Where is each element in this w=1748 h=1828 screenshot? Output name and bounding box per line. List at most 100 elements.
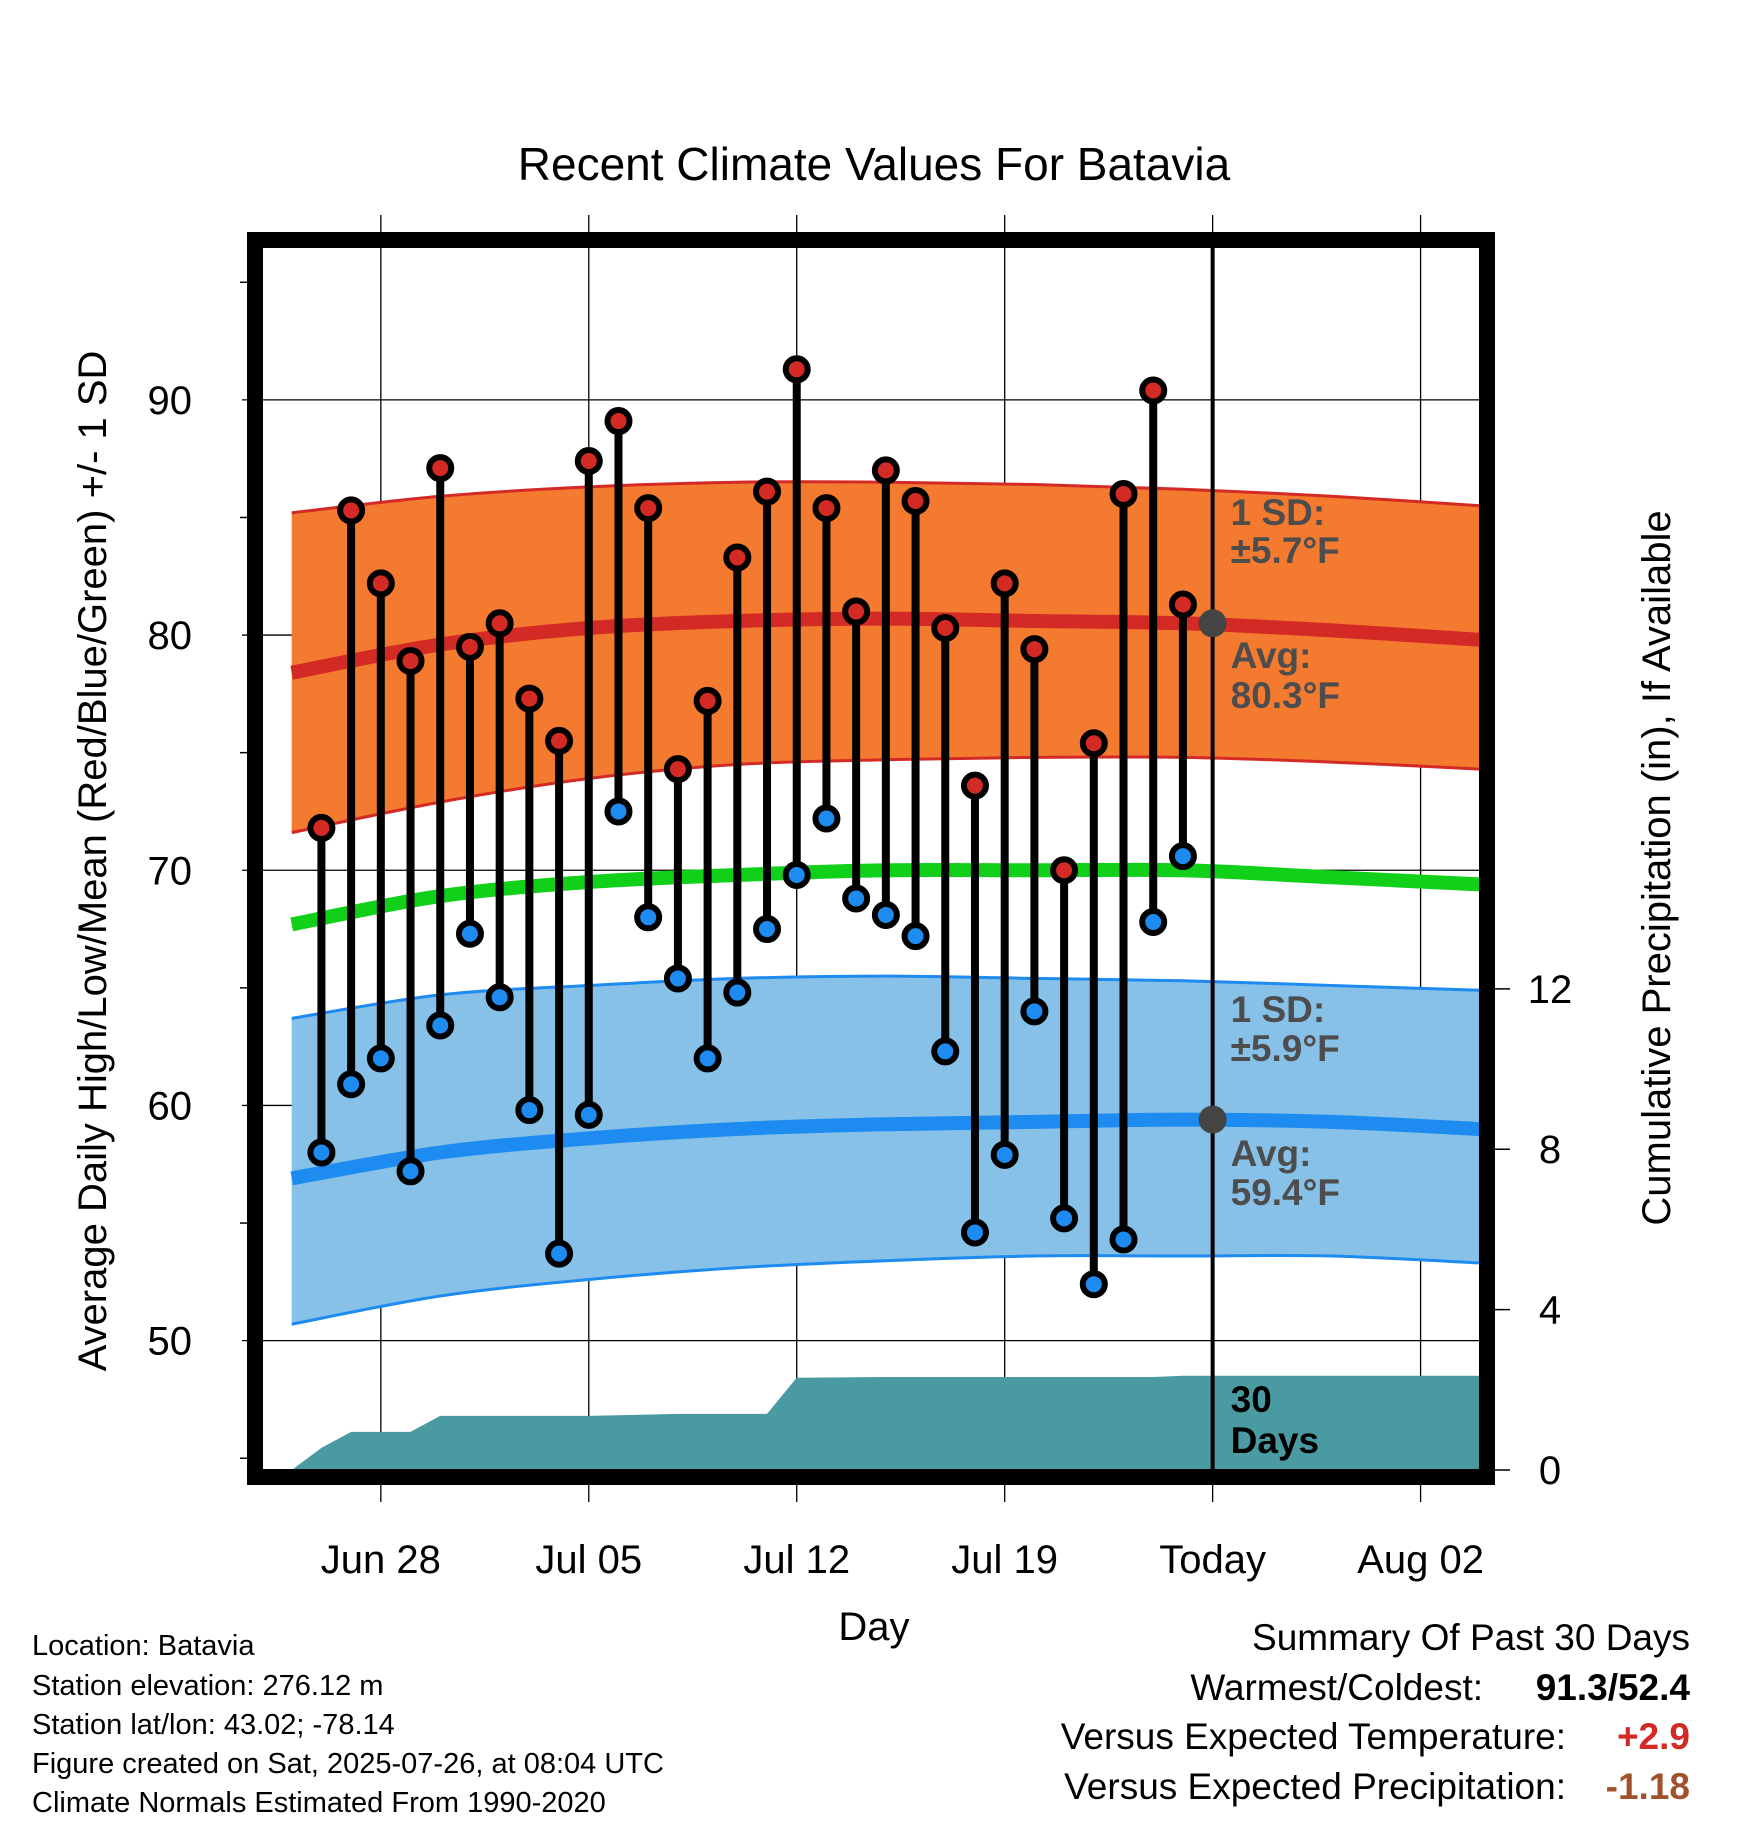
y2-tick-label-3: 12 xyxy=(1528,968,1573,1012)
low-avg-value: 59.4°F xyxy=(1231,1172,1340,1213)
obs-low-point-9 xyxy=(574,1100,603,1129)
obs-high-point-27 xyxy=(1109,479,1138,508)
obs-high-point-18 xyxy=(842,597,871,626)
obs-low-point-25 xyxy=(1050,1204,1079,1233)
y2-tick-label-1: 4 xyxy=(1539,1289,1561,1333)
obs-low-point-1 xyxy=(337,1070,366,1099)
obs-high-point-28 xyxy=(1139,376,1168,405)
obs-low-point-24 xyxy=(1020,997,1049,1026)
y-tick-label-1: 60 xyxy=(148,1084,193,1128)
y-axis-label: Average Daily High/Low/Mean (Red/Blue/Gr… xyxy=(71,351,115,1372)
obs-low-point-12 xyxy=(663,964,692,993)
y2-axis-label: Cumulative Precipitation (in), If Availa… xyxy=(1635,510,1679,1225)
obs-high-point-20 xyxy=(901,487,930,516)
obs-high-point-19 xyxy=(871,456,900,485)
high-avg-label: Avg: xyxy=(1231,635,1312,676)
obs-low-point-16 xyxy=(782,860,811,889)
observed-points xyxy=(307,355,1197,1299)
obs-high-point-9 xyxy=(574,447,603,476)
x-tick-label-4: Today xyxy=(1159,1538,1266,1582)
meta-elevation: Station elevation: 276.12 m xyxy=(32,1670,384,1702)
y2-tick-label-2: 8 xyxy=(1539,1128,1561,1172)
low-sd-lower-line xyxy=(291,1253,1481,1326)
obs-low-point-2 xyxy=(366,1044,395,1073)
obs-high-point-25 xyxy=(1050,856,1079,885)
axes: Jun 28 Jul 05 Jul 12 Jul 19 Today Aug 02 50 60 7… xyxy=(148,281,1573,1582)
summary-temp-value: +2.9 xyxy=(1616,1716,1690,1757)
obs-low-point-26 xyxy=(1079,1270,1108,1299)
obs-high-point-8 xyxy=(545,726,574,755)
obs-low-point-27 xyxy=(1109,1225,1138,1254)
obs-low-point-13 xyxy=(693,1044,722,1073)
period-count: 30 xyxy=(1231,1379,1272,1420)
low-avg-marker xyxy=(1198,1105,1227,1134)
obs-high-point-7 xyxy=(515,684,544,713)
obs-high-point-22 xyxy=(960,771,989,800)
obs-high-point-11 xyxy=(634,494,663,523)
obs-high-point-15 xyxy=(753,477,782,506)
high-avg-marker xyxy=(1198,609,1227,638)
plot-border xyxy=(247,232,1495,1485)
grid-lines xyxy=(242,215,1480,1502)
low-sd-upper-line xyxy=(291,974,1481,1020)
obs-low-point-22 xyxy=(960,1218,989,1247)
obs-low-point-3 xyxy=(396,1157,425,1186)
meta-created: Figure created on Sat, 2025-07-26, at 08… xyxy=(32,1748,664,1780)
observed-stems xyxy=(317,369,1187,1285)
obs-low-point-11 xyxy=(634,903,663,932)
plot-frame xyxy=(247,232,1495,1485)
obs-high-point-5 xyxy=(455,632,484,661)
y-tick-label-4: 90 xyxy=(148,379,193,423)
low-sd-value: ±5.9°F xyxy=(1231,1028,1340,1069)
obs-low-point-8 xyxy=(545,1239,574,1268)
meta-location: Location: Batavia xyxy=(32,1630,255,1662)
obs-low-point-7 xyxy=(515,1096,544,1125)
meta-normals: Climate Normals Estimated From 1990-2020 xyxy=(32,1787,606,1819)
obs-high-point-23 xyxy=(990,569,1019,598)
summary-slash: / xyxy=(1607,1667,1618,1708)
obs-high-point-10 xyxy=(604,407,633,436)
obs-low-point-15 xyxy=(753,915,782,944)
summary-temp-label: Versus Expected Temperature: xyxy=(1060,1716,1566,1757)
obs-low-point-6 xyxy=(485,983,514,1012)
summary-precip-label: Versus Expected Precipitation: xyxy=(1064,1766,1566,1807)
meta-latlon: Station lat/lon: 43.02; -78.14 xyxy=(32,1709,395,1741)
obs-high-point-24 xyxy=(1020,635,1049,664)
summary-precip-value: -1.18 xyxy=(1605,1766,1690,1807)
obs-high-point-14 xyxy=(723,543,752,572)
obs-high-point-13 xyxy=(693,686,722,715)
obs-low-point-17 xyxy=(812,804,841,833)
high-avg-value: 80.3°F xyxy=(1231,675,1340,716)
y-tick-label-0: 50 xyxy=(148,1320,193,1364)
x-axis-label: Day xyxy=(838,1605,909,1649)
obs-low-point-28 xyxy=(1139,908,1168,937)
obs-high-point-16 xyxy=(782,355,811,384)
obs-high-point-17 xyxy=(812,494,841,523)
summary-coldest-value: 52.4 xyxy=(1617,1667,1690,1708)
obs-high-point-4 xyxy=(426,454,455,483)
obs-low-point-29 xyxy=(1168,842,1197,871)
precip-area-group xyxy=(291,1375,1481,1470)
obs-high-point-0 xyxy=(307,813,336,842)
y-tick-label-3: 80 xyxy=(148,614,193,658)
obs-low-point-18 xyxy=(842,884,871,913)
obs-high-point-29 xyxy=(1168,590,1197,619)
obs-low-point-0 xyxy=(307,1138,336,1167)
obs-low-point-10 xyxy=(604,797,633,826)
x-tick-label-2: Jul 12 xyxy=(743,1538,850,1582)
obs-high-point-1 xyxy=(337,496,366,525)
precip-area xyxy=(291,1375,1481,1470)
obs-high-point-26 xyxy=(1079,729,1108,758)
summary-title: Summary Of Past 30 Days xyxy=(1252,1617,1690,1658)
low-sd-label: 1 SD: xyxy=(1231,989,1326,1030)
high-sd-value: ±5.7°F xyxy=(1231,530,1340,571)
x-tick-label-1: Jul 05 xyxy=(535,1538,642,1582)
obs-low-point-20 xyxy=(901,922,930,951)
obs-low-point-14 xyxy=(723,978,752,1007)
period-unit: Days xyxy=(1231,1420,1319,1461)
x-tick-label-5: Aug 02 xyxy=(1357,1538,1484,1582)
obs-low-point-21 xyxy=(931,1037,960,1066)
chart-title: Recent Climate Values For Batavia xyxy=(518,138,1231,190)
